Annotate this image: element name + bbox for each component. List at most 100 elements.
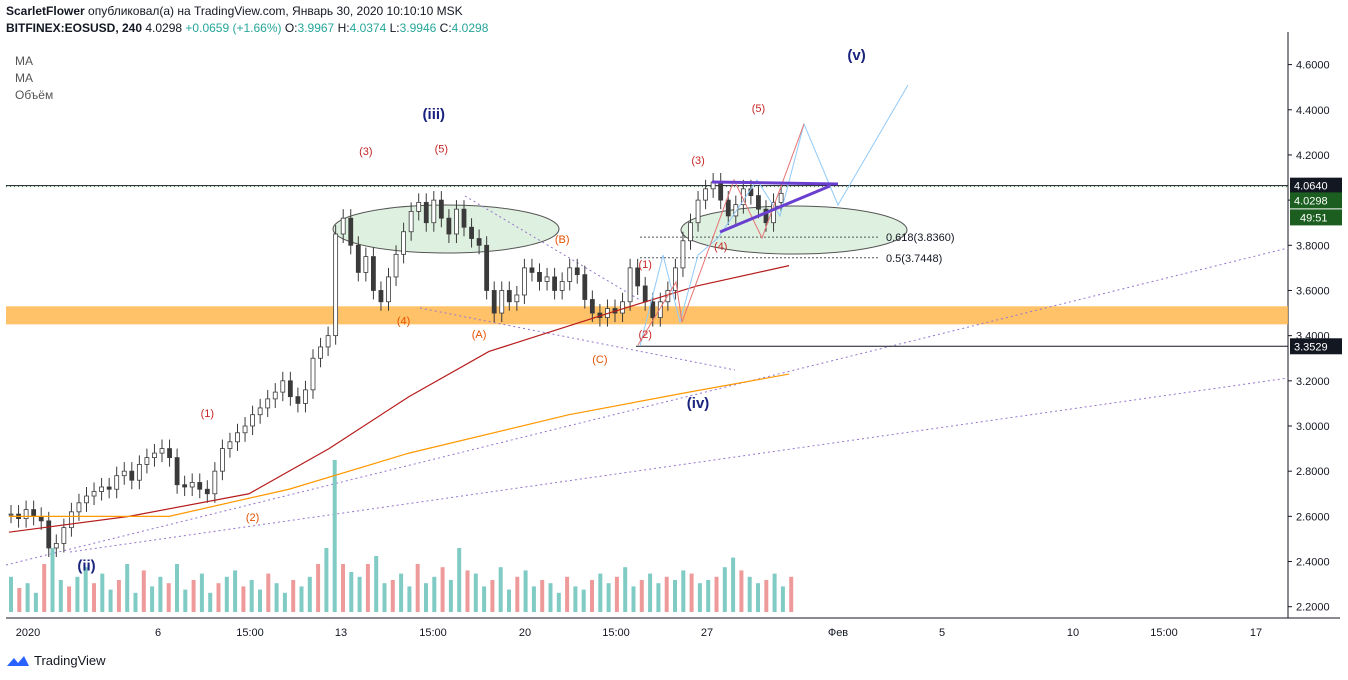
candle-body xyxy=(657,301,663,318)
candle-body xyxy=(46,520,52,549)
volume-bar xyxy=(515,576,520,612)
volume-bar xyxy=(706,580,711,612)
candle-body xyxy=(514,294,520,303)
candle-body xyxy=(53,543,59,549)
candle-body xyxy=(197,482,203,490)
volume-bar xyxy=(498,567,503,612)
volume-bar xyxy=(133,592,138,612)
symbol-name[interactable]: BITFINEX:EOSUSD, 240 xyxy=(6,21,143,35)
candle-body xyxy=(121,470,127,477)
close-value: 4.0298 xyxy=(451,21,489,35)
candle-body xyxy=(680,240,686,269)
change-value: +0.0659 (+1.66%) xyxy=(185,21,282,35)
volume-bar xyxy=(540,580,545,612)
candle-body xyxy=(212,470,218,495)
volume-bar xyxy=(581,589,586,612)
candle-body xyxy=(295,396,301,404)
volume-bar xyxy=(316,564,321,612)
volume-bar xyxy=(457,548,462,612)
candle-body xyxy=(174,457,180,486)
candle-body xyxy=(567,267,573,282)
candle-body xyxy=(310,357,316,391)
countdown-label: 49:51 xyxy=(1300,212,1328,224)
candle-body xyxy=(408,211,414,233)
candle-body xyxy=(76,502,82,513)
candle-body xyxy=(31,509,37,517)
indicator-ma-2[interactable]: MA xyxy=(15,71,33,85)
candle-body xyxy=(438,199,444,219)
volume-bar xyxy=(116,580,121,612)
ma-fast-line xyxy=(8,265,790,533)
candle-body xyxy=(386,276,391,303)
volume-bar xyxy=(639,580,644,612)
author-name[interactable]: ScarletFlower xyxy=(6,4,85,18)
volume-bar xyxy=(249,580,254,612)
candle-body xyxy=(189,482,195,488)
volume-bar xyxy=(548,583,553,612)
volume-bar xyxy=(631,586,636,612)
candle-body xyxy=(250,414,256,427)
candle-body xyxy=(303,389,308,404)
tradingview-logo[interactable]: TradingView xyxy=(6,653,106,668)
price-tick-label: 4.4000 xyxy=(1296,105,1330,117)
candle-body xyxy=(476,238,482,246)
volume-bar xyxy=(175,564,179,612)
wave-label: (ii) xyxy=(77,558,95,575)
volume-bar xyxy=(50,548,55,612)
volume-bar xyxy=(415,564,420,612)
candle-body xyxy=(182,484,188,488)
wave-label: (4) xyxy=(397,315,410,327)
volume-bar xyxy=(390,580,395,612)
candle-body xyxy=(635,267,641,287)
high-value: 4.0374 xyxy=(349,21,387,35)
publish-info: ScarletFlower опубликовал(а) на TradingV… xyxy=(6,4,463,18)
indicator-ma-1[interactable]: MA xyxy=(15,54,33,68)
candle-body xyxy=(574,267,580,276)
wave-label: (2) xyxy=(246,512,259,524)
open-label: O: xyxy=(284,21,298,35)
candle-body xyxy=(280,380,286,393)
volume-bar xyxy=(756,583,760,612)
volume-bar xyxy=(67,586,72,612)
volume-bar xyxy=(556,592,561,612)
indicator-volume[interactable]: Объём xyxy=(15,88,54,102)
candle-body xyxy=(227,441,233,449)
volume-bar xyxy=(681,570,686,612)
price-tick-label: 2.2000 xyxy=(1296,602,1330,614)
volume-bar xyxy=(324,548,329,612)
countdown-tag xyxy=(1290,209,1342,226)
volume-bar xyxy=(598,573,603,612)
candle-body xyxy=(688,222,693,242)
candle-body xyxy=(61,527,67,544)
high-label: H: xyxy=(337,21,350,35)
time-tick-label: 5 xyxy=(939,627,945,639)
candle-body xyxy=(144,457,150,465)
wave-label: (A) xyxy=(472,329,487,341)
candle-body xyxy=(733,204,739,217)
wave-label: (1) xyxy=(638,259,651,271)
volume-bar xyxy=(731,557,736,612)
volume-bar xyxy=(432,576,437,612)
volume-bar xyxy=(224,576,229,612)
close-label: C: xyxy=(439,21,452,35)
candle-body xyxy=(355,244,361,273)
candle-body xyxy=(627,267,633,303)
wave-label: (3) xyxy=(359,146,372,158)
candle-body xyxy=(136,463,142,481)
low-label: L: xyxy=(389,21,400,35)
volume-bar xyxy=(689,573,694,612)
candle-body xyxy=(446,217,452,235)
volume-bar xyxy=(623,567,628,612)
candle-body xyxy=(582,274,588,300)
triangle-top-line xyxy=(711,180,839,186)
last-price-label: 4.0298 xyxy=(1294,195,1328,207)
volume-bar xyxy=(266,573,271,612)
volume-bar xyxy=(764,580,769,612)
candle-body xyxy=(106,486,112,490)
time-tick-label: 10 xyxy=(1067,627,1079,639)
time-tick-label: 13 xyxy=(335,627,347,639)
level-price-label: 3.3529 xyxy=(1294,341,1328,353)
wave-label: (B) xyxy=(555,234,570,246)
time-tick-label: 2020 xyxy=(16,627,40,639)
